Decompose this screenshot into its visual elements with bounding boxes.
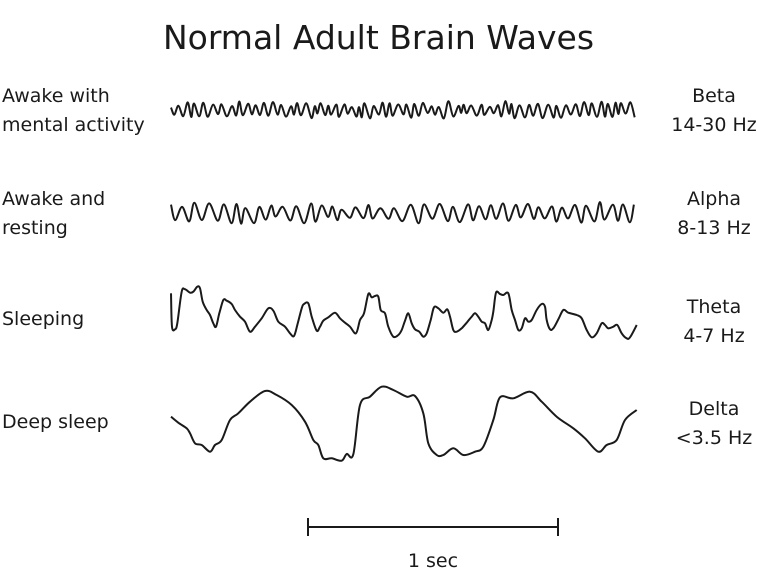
alpha-wave — [170, 201, 635, 225]
state-line: Awake with — [2, 85, 110, 107]
wave-frequency: <3.5 Hz — [675, 427, 753, 449]
state-label-theta: Sleeping — [2, 308, 85, 330]
state-label-alpha: Awake and resting — [2, 185, 105, 243]
wave-frequency: 4-7 Hz — [683, 325, 745, 347]
state-line: mental activity — [2, 114, 145, 136]
wave-frequency: 8-13 Hz — [677, 217, 751, 239]
beta-wave — [170, 100, 636, 120]
wave-frequency: 14-30 Hz — [671, 114, 757, 136]
delta-wave — [170, 385, 638, 462]
wave-name: Theta — [686, 296, 742, 318]
state-line: Awake and — [2, 188, 106, 210]
diagram-title: Normal Adult Brain Waves — [162, 18, 595, 57]
wave-name: Beta — [692, 85, 736, 107]
scale-bar-label: 1 sec — [407, 550, 459, 572]
wave-label-delta: Delta <3.5 Hz — [660, 395, 757, 453]
wave-label-theta: Theta 4-7 Hz — [660, 293, 757, 351]
wave-name: Delta — [688, 398, 740, 420]
state-label-beta: Awake with mental activity — [2, 82, 145, 140]
wave-label-beta: Beta 14-30 Hz — [660, 82, 757, 140]
state-label-delta: Deep sleep — [2, 411, 109, 433]
scale-bar — [307, 518, 559, 536]
wave-label-alpha: Alpha 8-13 Hz — [660, 185, 757, 243]
wave-name: Alpha — [686, 188, 742, 210]
theta-wave — [170, 285, 638, 340]
state-line: resting — [2, 217, 68, 239]
